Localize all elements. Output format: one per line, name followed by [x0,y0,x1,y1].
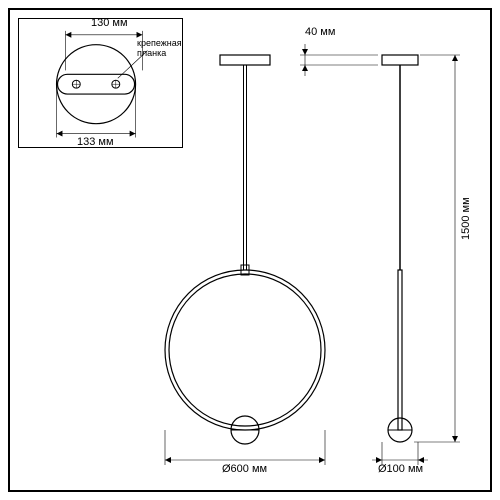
front-view [165,55,325,465]
main-svg [0,0,500,500]
dim-100: Ø100 мм [378,463,423,475]
side-view [300,44,460,465]
dim-40: 40 мм [305,26,335,38]
dim-1500: 1500 мм [460,197,472,240]
dim-600: Ø600 мм [222,463,267,475]
